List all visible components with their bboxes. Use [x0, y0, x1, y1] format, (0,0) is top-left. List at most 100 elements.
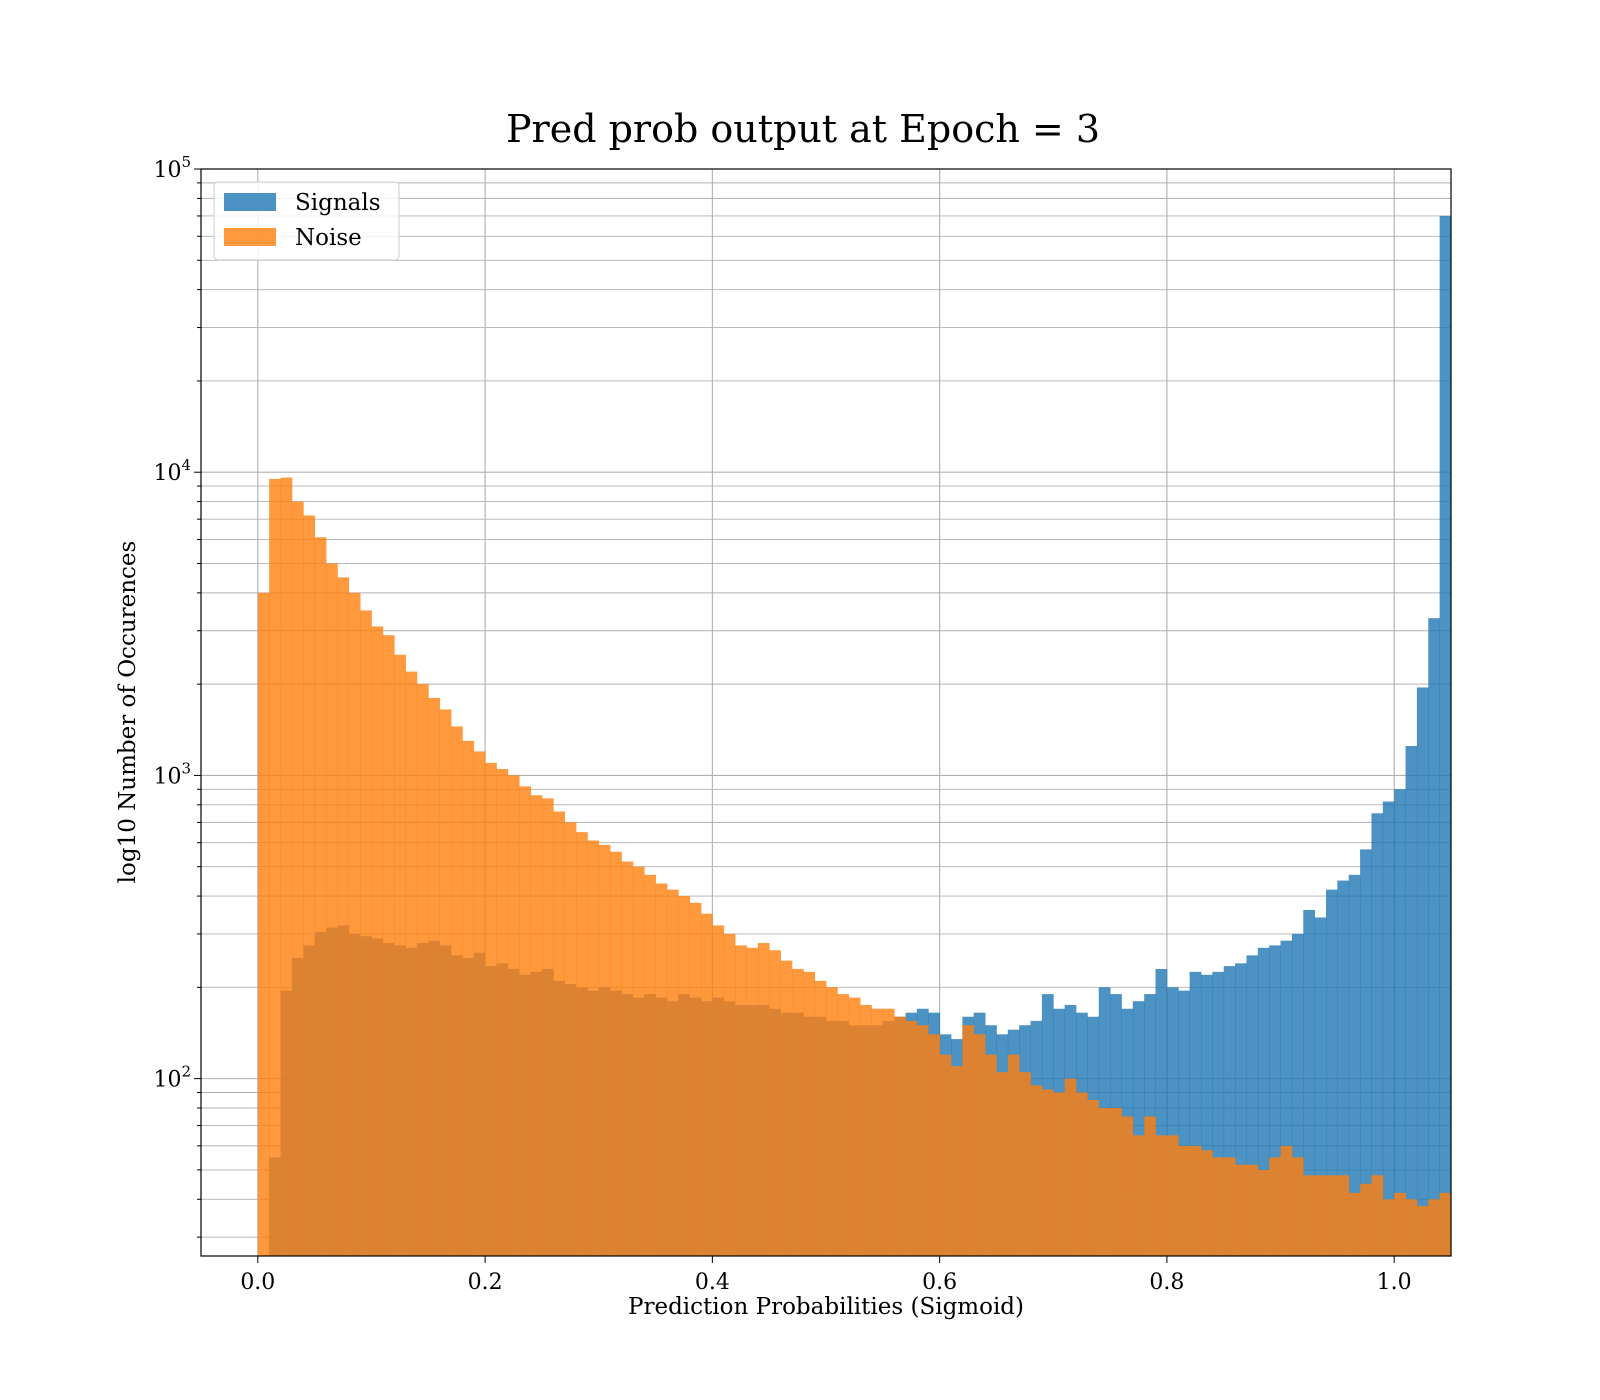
bar-noise: [882, 1008, 895, 1256]
bar-noise: [416, 684, 429, 1256]
x-tick-label: 0.8: [1149, 1270, 1184, 1295]
bar-noise: [632, 866, 645, 1256]
bar-signals: [1291, 933, 1304, 1256]
bar-signals: [1394, 789, 1406, 1256]
bar-noise: [848, 997, 861, 1256]
bar-signals: [1201, 974, 1213, 1256]
y-tick-label: 104: [153, 456, 191, 486]
legend-swatch-signals: [224, 193, 276, 211]
bar-noise: [666, 889, 679, 1256]
bar-noise: [1132, 1135, 1145, 1256]
bar-noise: [655, 883, 668, 1256]
bar-signals: [1337, 880, 1350, 1256]
bar-noise: [1360, 1183, 1372, 1256]
x-tick-label: 0.6: [922, 1270, 957, 1295]
bar-noise: [1428, 1199, 1441, 1256]
bar-noise: [564, 822, 577, 1256]
bar-noise: [337, 577, 350, 1256]
bar-signals: [1428, 618, 1441, 1256]
bar-noise: [439, 709, 452, 1256]
bar-signals: [1246, 955, 1259, 1256]
bar-noise: [1291, 1157, 1304, 1256]
y-tick-label: 105: [153, 153, 191, 183]
bar-signals: [1223, 966, 1236, 1256]
bar-noise: [291, 501, 304, 1256]
bar-noise: [1303, 1175, 1316, 1256]
bar-noise: [598, 844, 611, 1256]
bar-noise: [473, 751, 486, 1256]
bar-noise: [507, 775, 520, 1256]
bar-noise: [712, 925, 725, 1256]
bar-noise: [701, 913, 713, 1256]
bar-noise: [916, 1025, 929, 1256]
bar-noise: [1394, 1192, 1406, 1256]
legend-label-noise: Noise: [295, 225, 362, 251]
bar-noise: [269, 478, 281, 1257]
bar-noise: [303, 515, 316, 1256]
bar-noise: [451, 726, 463, 1256]
bar-noise: [1189, 1145, 1202, 1256]
bar-noise: [905, 1020, 918, 1256]
bar-noise: [678, 896, 691, 1256]
bar-noise: [360, 610, 372, 1256]
bar-noise: [757, 943, 770, 1256]
x-axis-label: Prediction Probabilities (Sigmoid): [628, 1294, 1024, 1320]
bar-signals: [1416, 687, 1429, 1256]
bar-noise: [1053, 1092, 1066, 1256]
bar-noise: [1223, 1157, 1236, 1256]
bar-noise: [1121, 1116, 1134, 1256]
bar-noise: [746, 947, 759, 1256]
bar-noise: [871, 1008, 884, 1256]
bar-signals: [1166, 987, 1179, 1256]
bar-noise: [1280, 1145, 1293, 1256]
bar-signals: [1303, 909, 1316, 1256]
bar-signals: [1405, 746, 1418, 1256]
bar-noise: [860, 1004, 872, 1256]
bar-signals: [1269, 945, 1281, 1256]
bar-noise: [951, 1066, 963, 1256]
bar-noise: [1371, 1175, 1384, 1256]
bar-signals: [1189, 971, 1202, 1256]
bar-noise: [405, 671, 418, 1256]
bar-noise: [519, 786, 531, 1256]
legend-label-signals: Signals: [295, 190, 381, 216]
bar-noise: [541, 798, 554, 1256]
bars-layer: [257, 215, 1452, 1257]
bar-signals: [1314, 917, 1327, 1256]
bar-noise: [1144, 1116, 1156, 1256]
bar-noise: [894, 1016, 906, 1256]
bar-noise: [1201, 1150, 1213, 1256]
bar-noise: [939, 1054, 952, 1256]
bar-signals: [1212, 971, 1225, 1256]
bar-signals: [1257, 947, 1270, 1256]
bar-noise: [826, 987, 838, 1256]
bar-noise: [791, 968, 804, 1256]
bar-signals: [1348, 874, 1361, 1256]
bar-noise: [973, 1034, 986, 1256]
bar-noise: [996, 1072, 1009, 1256]
legend: Signals Noise: [213, 181, 400, 261]
bar-signals: [1235, 963, 1247, 1256]
bar-noise: [1007, 1054, 1020, 1256]
plot-frame: [200, 168, 1452, 1257]
bar-noise: [1416, 1206, 1429, 1256]
bar-signals: [1382, 801, 1395, 1256]
bar-noise: [689, 902, 702, 1256]
bar-noise: [428, 698, 441, 1256]
bar-noise: [1041, 1089, 1054, 1256]
bar-noise: [1405, 1199, 1418, 1256]
bar-noise: [280, 477, 293, 1256]
bar-noise: [1030, 1085, 1043, 1256]
bar-noise: [1235, 1164, 1247, 1256]
bar-noise: [814, 980, 827, 1256]
bar-noise: [1269, 1157, 1281, 1256]
bar-noise: [780, 960, 793, 1256]
series-noise: [257, 477, 1452, 1257]
bar-noise: [553, 811, 566, 1256]
bar-noise: [621, 861, 634, 1256]
bar-noise: [1439, 1192, 1452, 1256]
bar-noise: [496, 768, 509, 1256]
y-tick-label: 102: [153, 1063, 191, 1093]
bar-noise: [257, 592, 270, 1256]
